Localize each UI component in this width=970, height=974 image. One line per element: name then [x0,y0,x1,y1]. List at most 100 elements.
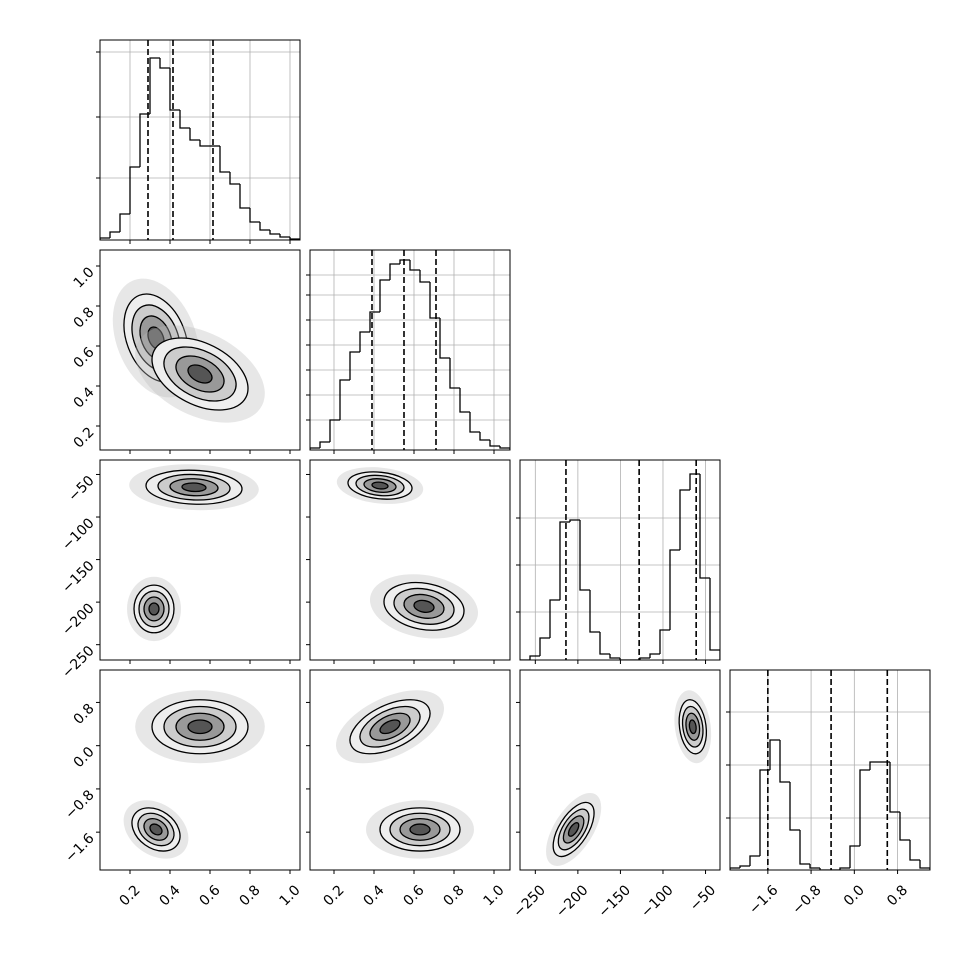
panel [335,690,474,859]
histogram-bin [219,146,230,173]
panel-frame [519,459,721,661]
histogram-bin [310,447,320,450]
histogram-bin [759,769,770,856]
histogram-bin [469,412,480,433]
histogram-bin [559,521,570,600]
x-tick-label: −0.8 [789,882,824,917]
y-tick-label: −1.6 [62,830,97,865]
contour [413,599,435,613]
histogram-bin [119,213,130,232]
contour [409,823,431,836]
histogram-bin [359,331,370,352]
histogram-bin [699,474,710,579]
histogram-bin [529,655,540,660]
y-tick-label: 0.6 [71,344,98,371]
panel [336,467,478,639]
panel [730,670,930,870]
histogram-bin [189,128,200,141]
histogram-bin [179,110,190,129]
histogram-bin [159,58,170,69]
panel-frame [309,669,511,871]
panel [112,278,265,423]
x-tick-label: 0.4 [361,882,388,909]
histogram-bin [579,520,590,591]
panel [520,460,720,660]
histogram-bin [539,637,550,656]
panel-frame [99,39,301,241]
histogram-bin [429,282,440,319]
histogram-bin [569,519,580,522]
histogram-bin [279,234,290,238]
contour [181,482,207,493]
panel-frame [99,249,301,451]
histogram-bin [499,446,510,450]
histogram-bin [659,629,670,654]
panel [127,464,259,642]
panel-frame [99,459,301,661]
histogram-bin [369,311,380,332]
x-tick-label: 0.2 [117,882,144,909]
panel [546,690,712,866]
histogram-bin [599,632,610,655]
x-tick-label: 0.8 [884,882,911,909]
y-tick-label: −50 [65,473,97,505]
histogram-bin [129,166,140,214]
histogram-bin [869,761,880,770]
x-tick-label: −50 [687,882,719,914]
histogram-bin [839,867,850,870]
histogram-bin [819,868,830,870]
histogram-bin [899,812,910,841]
histogram-bin [329,419,340,442]
histogram-bin [100,237,110,240]
histogram-bin [349,351,360,380]
x-tick-label: −200 [553,882,592,921]
histogram-bin [779,740,790,783]
histogram-bin [439,318,450,359]
panel-frame [519,669,721,871]
panel [100,40,300,240]
contour [371,481,389,490]
histogram-bin [449,358,460,389]
y-tick-label: 1.0 [71,264,98,291]
histogram-bin [679,489,690,550]
panel-frame [309,459,511,661]
x-tick-label: −100 [638,882,677,921]
histogram-bin [269,230,280,235]
histogram-bin [769,739,780,770]
x-tick-label: 0.6 [197,882,224,909]
y-tick-label: 0.2 [71,424,98,451]
histogram-bin [849,845,860,868]
histogram-bin [109,231,120,238]
histogram-bin [389,263,400,280]
histogram-bin [259,222,270,231]
x-tick-label: 0.6 [401,882,428,909]
histogram-bin [709,578,720,660]
y-tick-label: 0.4 [71,384,98,411]
x-tick-label: 0.8 [441,882,468,909]
x-tick-label: −1.6 [746,882,781,917]
histogram-bin [919,860,930,870]
x-tick-label: 1.0 [277,882,304,909]
histogram-bin [409,260,420,271]
histogram-bin [889,762,900,813]
histogram-bin [739,865,750,868]
histogram-bin [489,440,500,447]
y-tick-label: −100 [59,515,98,554]
histogram-bin [249,208,260,223]
histogram-bin [199,140,210,147]
x-tick-label: 1.0 [481,882,508,909]
y-tick-label: 0.8 [71,701,98,728]
histogram-bin [639,657,650,660]
x-tick-label: 0.0 [841,882,868,909]
x-tick-label: 0.2 [321,882,348,909]
y-tick-label: −150 [59,558,98,597]
histogram-bin [789,782,800,831]
x-tick-label: 0.8 [237,882,264,909]
histogram-bin [649,653,660,658]
contour [148,602,160,616]
histogram-bin [799,830,810,865]
histogram-bin [749,855,760,866]
histogram-bin [619,658,630,660]
histogram-bin [169,68,180,111]
